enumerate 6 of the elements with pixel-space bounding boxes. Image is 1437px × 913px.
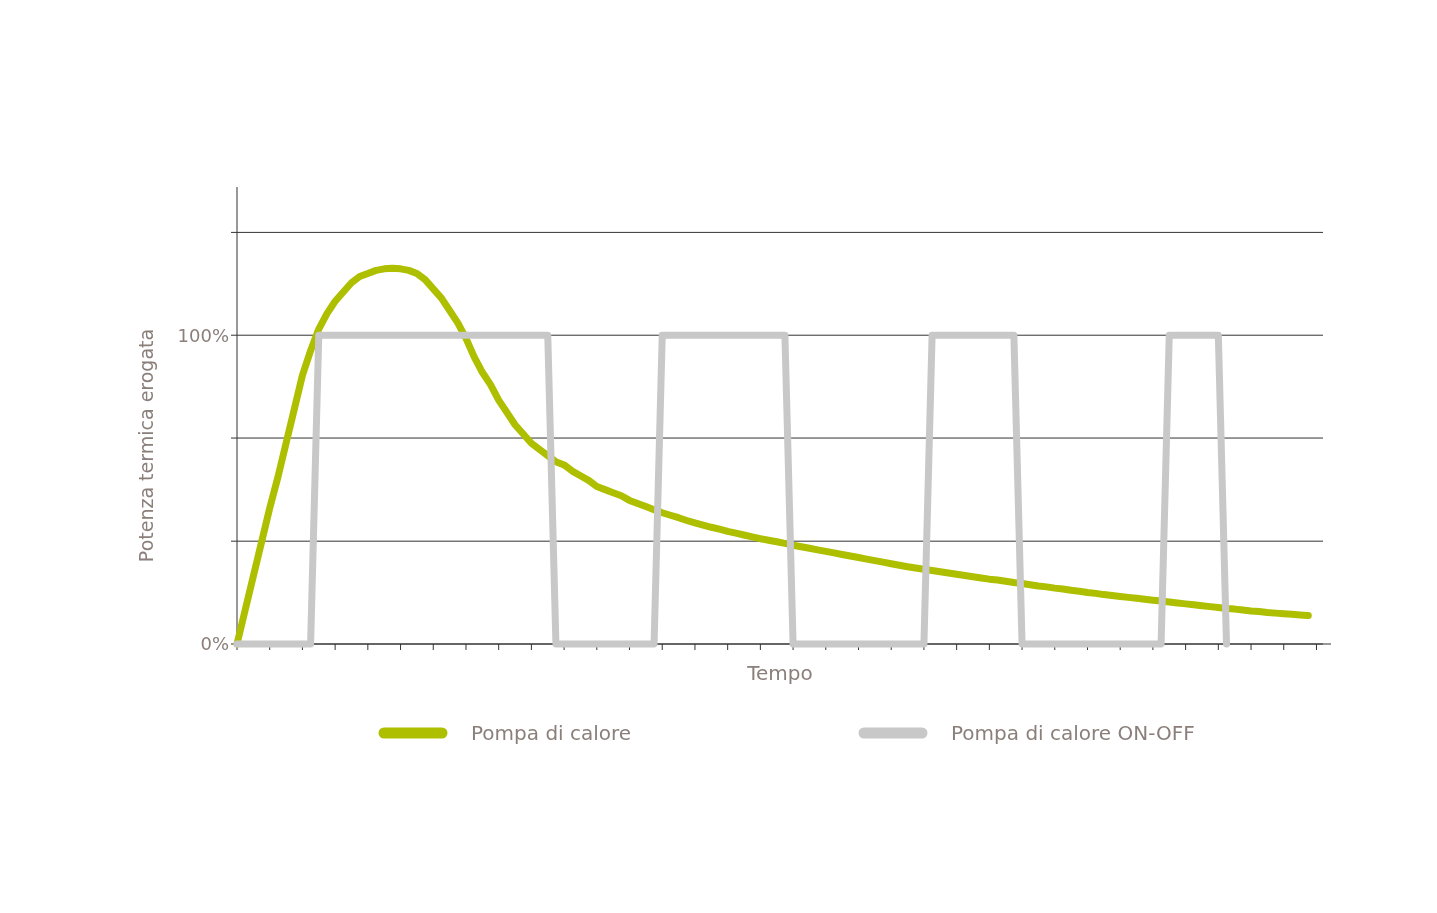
legend-label: Pompa di calore ON-OFF [951, 721, 1195, 745]
y-tick-label: 0% [200, 633, 229, 655]
legend-label: Pompa di calore [471, 721, 632, 745]
x-axis-title: Tempo [746, 661, 813, 685]
y-axis-title: Potenza termica erogata [135, 328, 157, 563]
y-tick-label: 100% [177, 324, 229, 346]
